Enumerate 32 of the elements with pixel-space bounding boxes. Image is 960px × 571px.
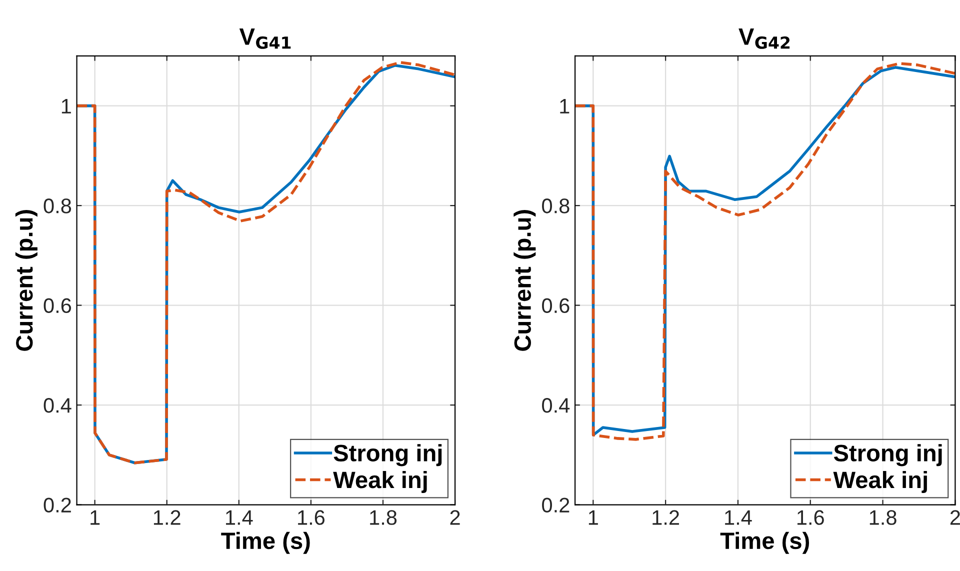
- x-axis-title: Time (s): [221, 532, 310, 554]
- x-tick-label: 1.4: [725, 510, 752, 525]
- legend-label: Weak inj: [833, 470, 927, 493]
- legend-label: Strong inj: [834, 444, 942, 466]
- x-tick-label: 1.2: [154, 510, 180, 525]
- y-axis-title: Current (p.u): [514, 210, 536, 351]
- chart-title: V$_{G41}$: [239, 28, 291, 49]
- chart-title: V$_{G42}$: [738, 28, 790, 49]
- y-tick-label: 0.4: [44, 398, 72, 413]
- legend-label: Strong inj: [334, 444, 442, 466]
- x-tick-label: 1: [90, 510, 100, 525]
- x-tick-label: 1.4: [226, 510, 253, 525]
- y-tick-label: 0.6: [44, 298, 72, 314]
- y-tick-label: 0.8: [44, 198, 72, 214]
- x-tick-label: 1: [588, 510, 598, 525]
- x-tick-label: 1.6: [797, 510, 824, 525]
- x-tick-label: 1.2: [652, 510, 679, 525]
- x-tick-label: 2: [450, 510, 460, 525]
- x-tick-label: 2: [950, 510, 960, 525]
- y-tick-label: 0.2: [542, 498, 570, 513]
- y-tick-label: 1: [560, 99, 570, 114]
- x-tick-label: 1.6: [298, 510, 325, 525]
- x-tick-label: 1.8: [870, 510, 896, 525]
- y-tick-label: 0.2: [44, 498, 71, 513]
- x-axis-title: Time (s): [720, 532, 810, 554]
- x-tick-label: 1.8: [370, 510, 397, 525]
- y-tick-label: 1: [62, 99, 71, 114]
- legend-label: Weak inj: [333, 470, 427, 493]
- y-axis-title: Current (p.u): [15, 210, 38, 351]
- y-tick-label: 0.6: [542, 298, 570, 314]
- y-tick-label: 0.4: [542, 398, 570, 413]
- y-tick-label: 0.8: [542, 198, 570, 214]
